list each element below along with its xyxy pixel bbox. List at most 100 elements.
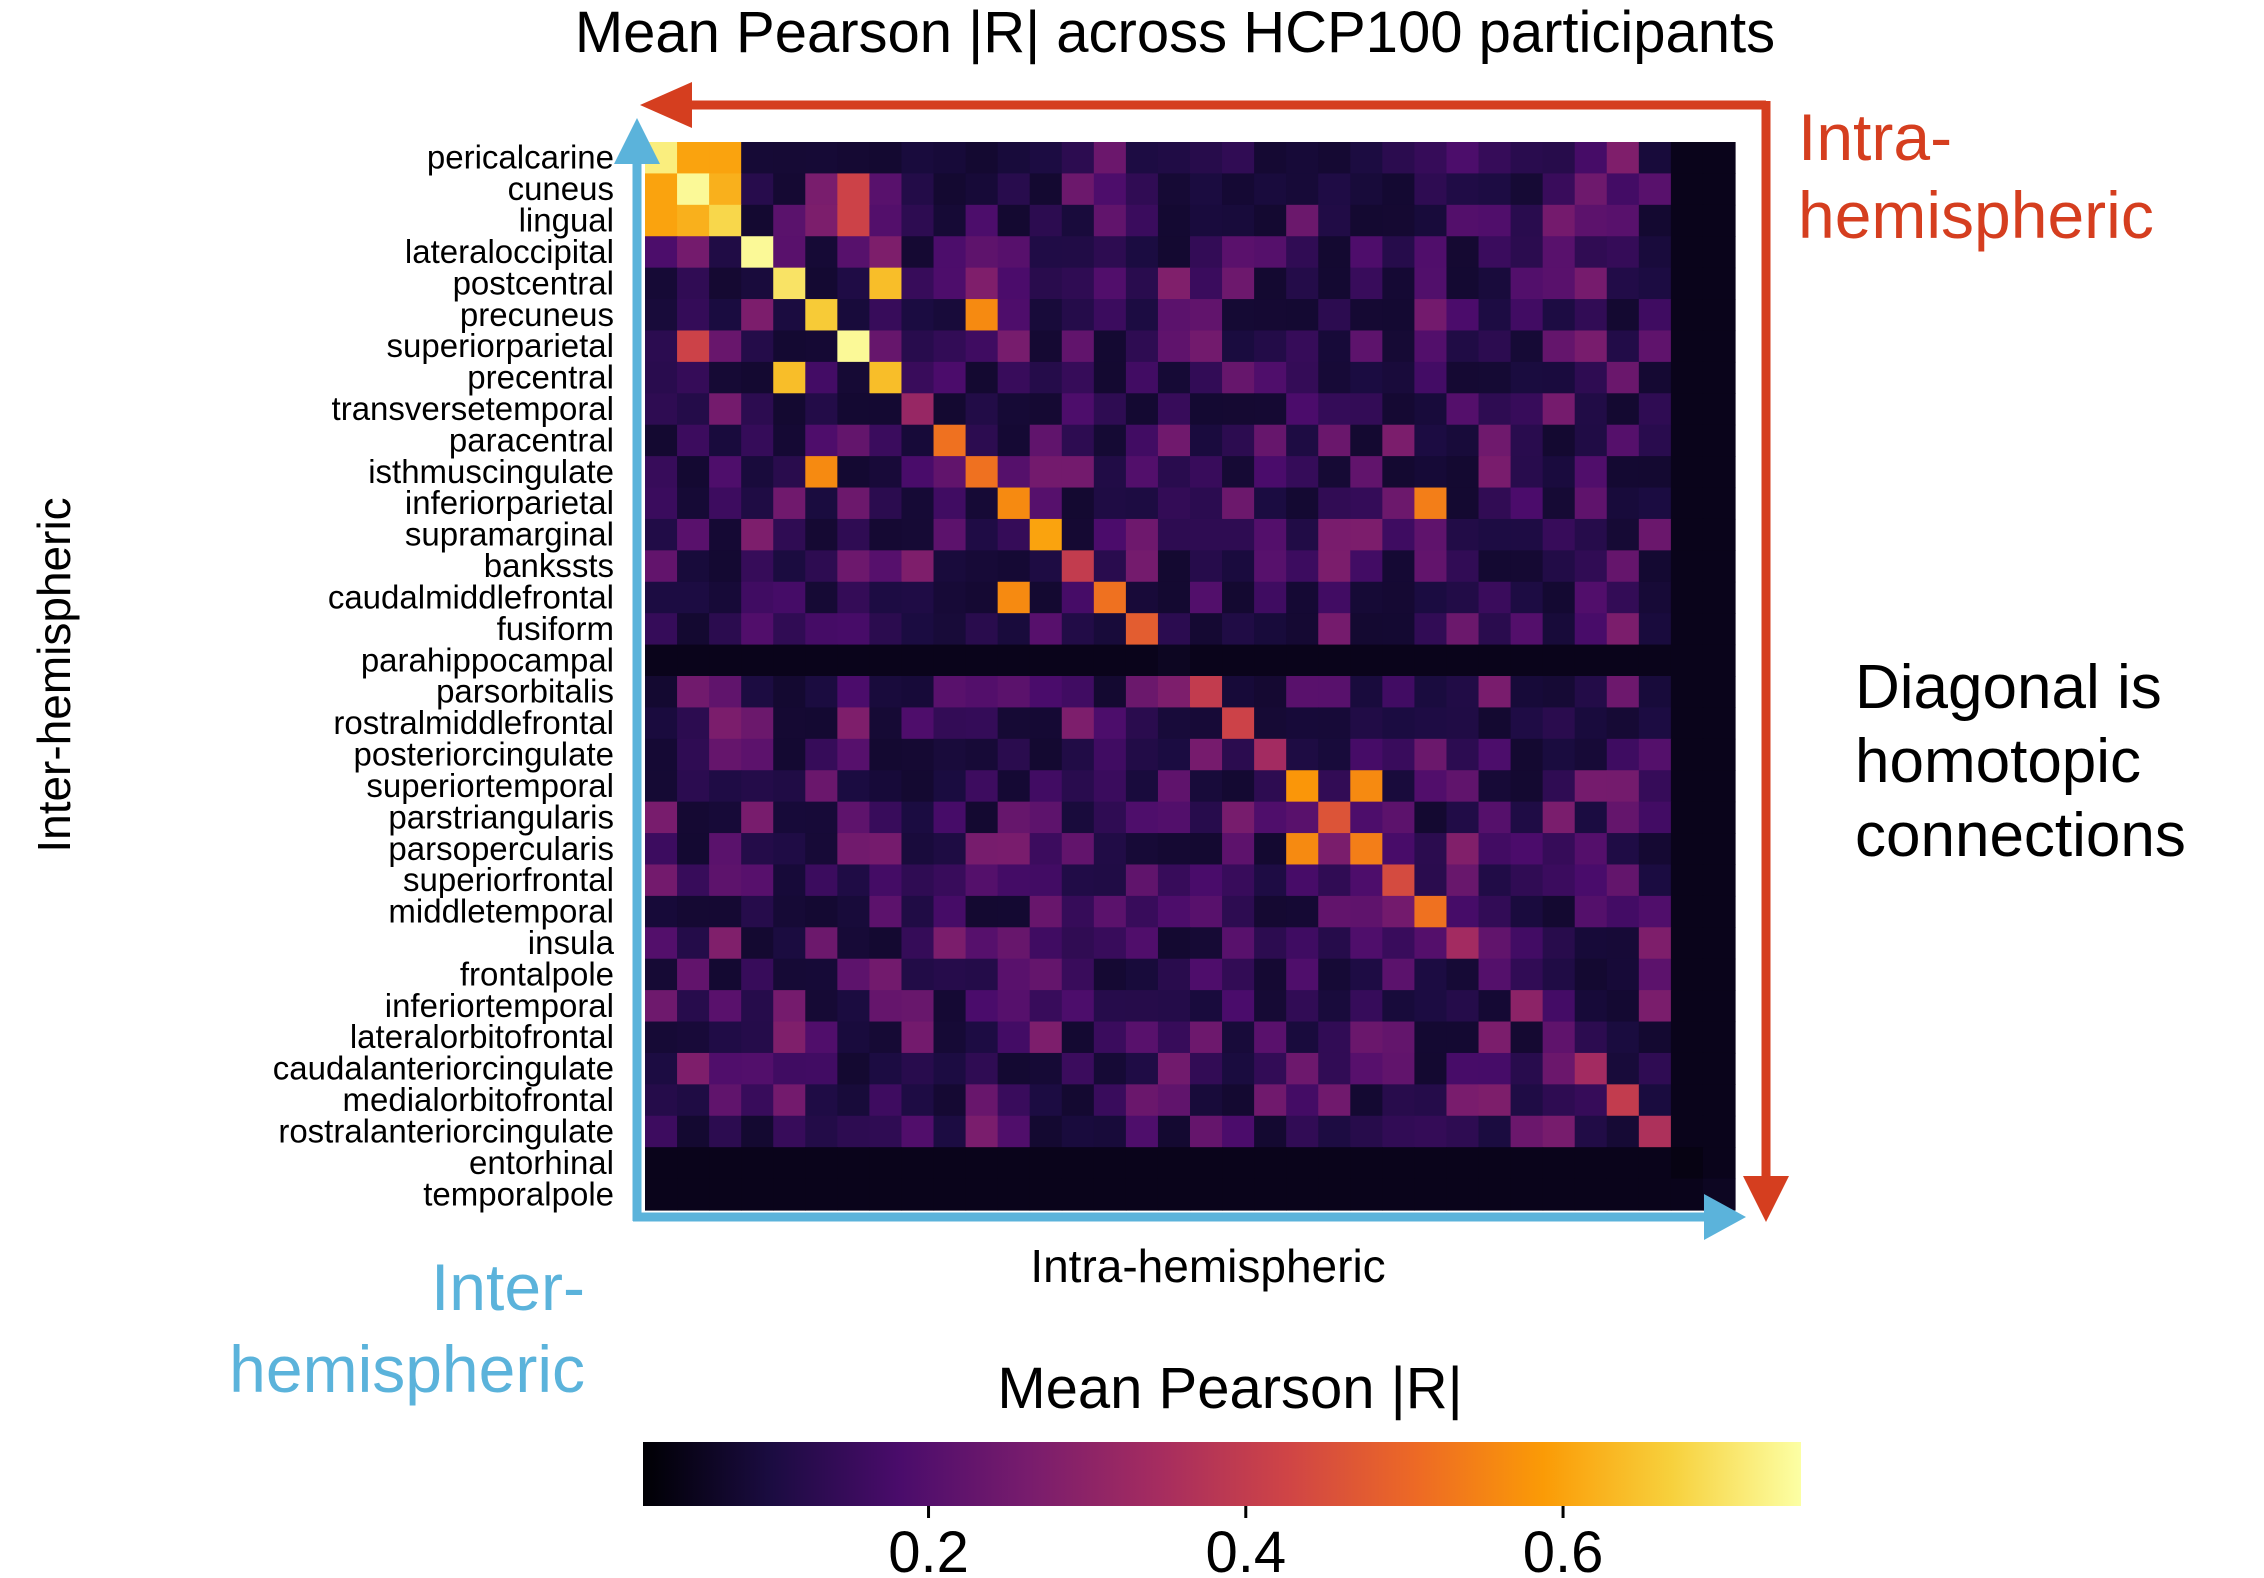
heatmap-cell	[1029, 236, 1063, 269]
heatmap-cell	[677, 1115, 710, 1148]
heatmap-cell	[933, 204, 967, 237]
heatmap-cell	[1286, 1115, 1319, 1148]
heatmap-cell	[1510, 236, 1544, 269]
heatmap-cell	[1222, 236, 1255, 269]
heatmap-cell	[1061, 738, 1095, 771]
heatmap-cell	[1286, 613, 1319, 646]
heatmap-cell	[1318, 958, 1351, 991]
heatmap-cell	[1190, 424, 1223, 457]
heatmap-cell	[1125, 1084, 1159, 1117]
heatmap-cell	[677, 1021, 710, 1054]
heatmap-cell	[645, 1178, 678, 1211]
heatmap-cell	[1446, 487, 1480, 520]
heatmap-cell	[1254, 550, 1287, 583]
heatmap-cell	[805, 236, 838, 269]
heatmap-cell	[709, 738, 742, 771]
heatmap-cell	[837, 393, 871, 426]
heatmap-cell	[965, 644, 999, 677]
row-label: pericalcarine	[427, 139, 614, 176]
heatmap-cell	[1061, 644, 1095, 677]
heatmap-cell	[1061, 990, 1095, 1023]
heatmap-cell	[1638, 738, 1672, 771]
heatmap-cell	[1542, 267, 1576, 300]
heatmap-cell	[1702, 424, 1736, 457]
heatmap-cell	[1157, 1178, 1191, 1211]
heatmap-cell	[1222, 1115, 1255, 1148]
heatmap-cell	[1286, 299, 1319, 332]
heatmap-cell	[709, 456, 742, 489]
heatmap-cells	[645, 142, 1736, 1211]
heatmap-cell	[869, 676, 903, 709]
heatmap-cell	[677, 927, 710, 960]
heatmap-cell	[677, 424, 710, 457]
heatmap-cell	[1414, 173, 1448, 206]
heatmap-cell	[773, 142, 806, 175]
heatmap-cell	[837, 1052, 871, 1085]
heatmap-cell	[1670, 393, 1704, 426]
row-label: superiortemporal	[366, 767, 614, 804]
row-label: cuneus	[508, 170, 614, 207]
heatmap-cell	[1350, 738, 1383, 771]
heatmap-cell	[709, 361, 742, 394]
heatmap-cell	[1382, 1052, 1416, 1085]
heatmap-cell	[901, 864, 935, 897]
heatmap-cell	[1190, 518, 1223, 551]
heatmap-cell	[997, 267, 1031, 300]
heatmap-cell	[1510, 676, 1544, 709]
heatmap-cell	[1638, 1115, 1672, 1148]
heatmap-cell	[837, 518, 871, 551]
heatmap-cell	[933, 550, 967, 583]
heatmap-cell	[1478, 644, 1512, 677]
heatmap-cell	[1414, 1115, 1448, 1148]
heatmap-cell	[1318, 801, 1351, 834]
row-labels: pericalcarinecuneuslinguallateraloccipit…	[273, 139, 615, 1213]
heatmap-cell	[1061, 330, 1095, 363]
heatmap-cell	[1254, 958, 1287, 991]
heatmap-cell	[677, 676, 710, 709]
heatmap-cell	[1318, 1147, 1351, 1180]
heatmap-cell	[773, 801, 806, 834]
heatmap-cell	[997, 361, 1031, 394]
heatmap-cell	[1478, 424, 1512, 457]
heatmap-cell	[1222, 707, 1255, 740]
heatmap-cell	[805, 1021, 838, 1054]
heatmap-cell	[1190, 613, 1223, 646]
heatmap-cell	[837, 990, 871, 1023]
heatmap-cell	[709, 267, 742, 300]
heatmap-cell	[1414, 330, 1448, 363]
heatmap-cell	[1638, 927, 1672, 960]
heatmap-cell	[741, 770, 774, 803]
heatmap-cell	[1157, 1021, 1191, 1054]
heatmap-cell	[709, 644, 742, 677]
heatmap-cell	[1190, 958, 1223, 991]
heatmap-cell	[1125, 676, 1159, 709]
heatmap-cell	[1478, 1052, 1512, 1085]
heatmap-cell	[1029, 361, 1063, 394]
heatmap-cell	[1157, 456, 1191, 489]
heatmap-cell	[805, 1115, 838, 1148]
heatmap-cell	[901, 1115, 935, 1148]
heatmap-cell	[1574, 801, 1608, 834]
heatmap-cell	[1093, 801, 1127, 834]
heatmap-cell	[1254, 1052, 1287, 1085]
heatmap-cell	[1638, 550, 1672, 583]
heatmap-cell	[741, 895, 774, 928]
heatmap-cell	[1254, 236, 1287, 269]
heatmap-cell	[837, 267, 871, 300]
heatmap-cell	[1190, 833, 1223, 866]
row-label: medialorbitofrontal	[343, 1081, 614, 1118]
heatmap-cell	[869, 770, 903, 803]
row-label: parsorbitalis	[436, 673, 614, 710]
heatmap-cell	[1350, 1084, 1383, 1117]
heatmap-cell	[997, 770, 1031, 803]
heatmap-cell	[1542, 204, 1576, 237]
row-label: paracentral	[449, 421, 614, 458]
heatmap-cell	[1286, 550, 1319, 583]
heatmap-cell	[741, 1084, 774, 1117]
heatmap-cell	[1414, 833, 1448, 866]
heatmap-cell	[1510, 487, 1544, 520]
heatmap-cell	[1382, 958, 1416, 991]
heatmap-cell	[1478, 299, 1512, 332]
heatmap-cell	[677, 1052, 710, 1085]
heatmap-cell	[1606, 1021, 1640, 1054]
